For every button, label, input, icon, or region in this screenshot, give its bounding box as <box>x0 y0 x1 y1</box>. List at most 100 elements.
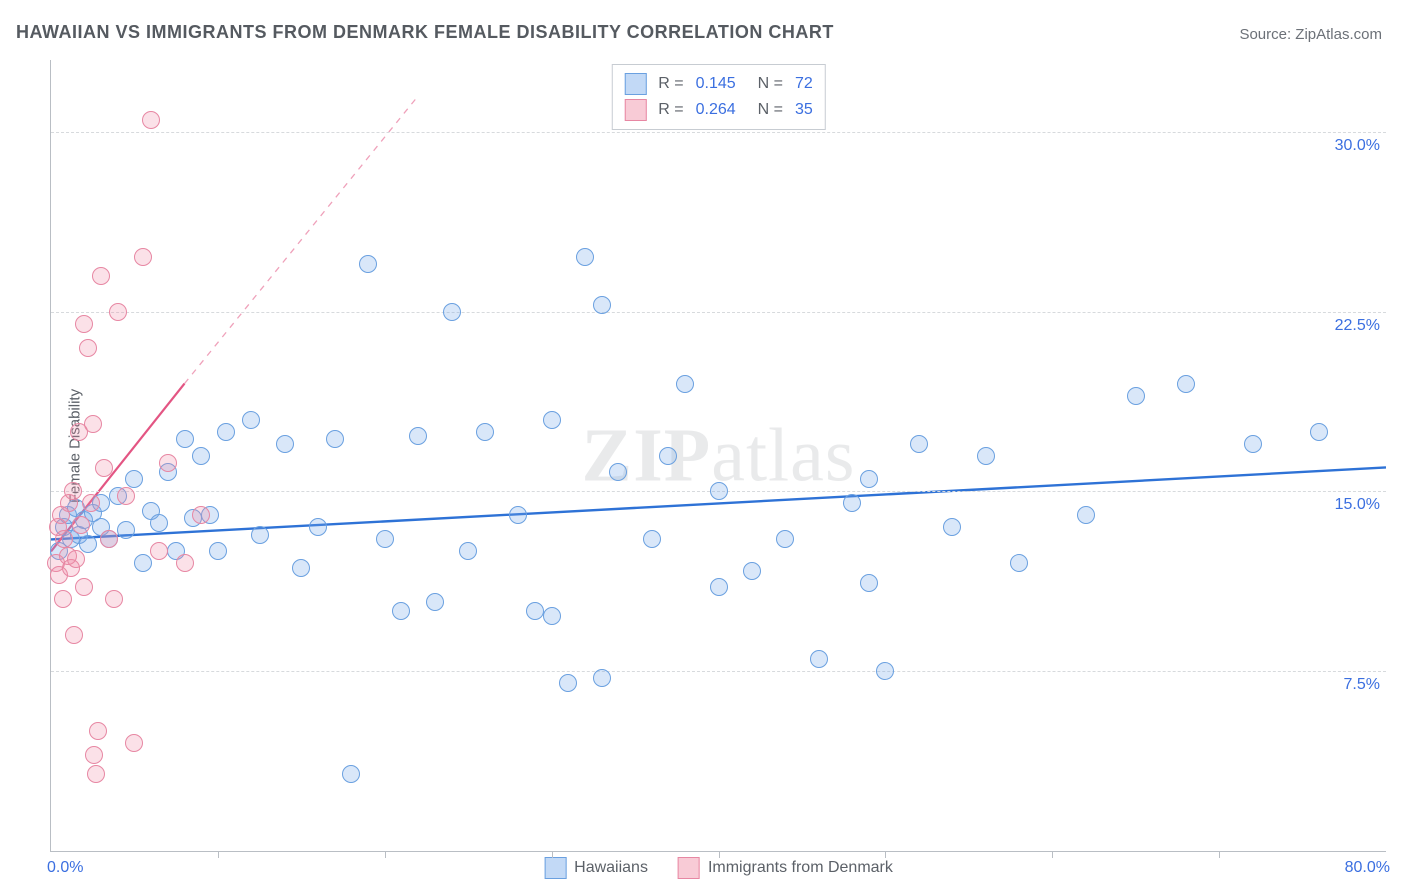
chart-title: HAWAIIAN VS IMMIGRANTS FROM DENMARK FEMA… <box>16 22 834 43</box>
data-point-hawaiians <box>476 423 494 441</box>
data-point-denmark <box>176 554 194 572</box>
data-point-hawaiians <box>509 506 527 524</box>
data-point-denmark <box>109 303 127 321</box>
legend-label: Immigrants from Denmark <box>708 859 893 877</box>
data-point-hawaiians <box>543 607 561 625</box>
legend-r-value: 0.264 <box>696 101 746 119</box>
legend-n-label: N = <box>758 101 783 119</box>
correlation-chart: HAWAIIAN VS IMMIGRANTS FROM DENMARK FEMA… <box>0 0 1406 892</box>
data-point-hawaiians <box>659 447 677 465</box>
data-point-hawaiians <box>576 248 594 266</box>
data-point-hawaiians <box>1244 435 1262 453</box>
data-point-denmark <box>55 530 73 548</box>
trend-lines-layer <box>51 60 1386 851</box>
legend-series: Hawaiians Immigrants from Denmark <box>544 857 893 879</box>
data-point-hawaiians <box>843 494 861 512</box>
data-point-denmark <box>75 315 93 333</box>
data-point-denmark <box>87 765 105 783</box>
legend-swatch-denmark <box>624 99 646 121</box>
x-axis-max-label: 80.0% <box>1345 859 1390 877</box>
data-point-hawaiians <box>342 765 360 783</box>
data-point-hawaiians <box>776 530 794 548</box>
data-point-hawaiians <box>743 562 761 580</box>
data-point-denmark <box>84 415 102 433</box>
data-point-denmark <box>85 746 103 764</box>
y-axis-tick-label: 15.0% <box>1335 496 1380 514</box>
data-point-hawaiians <box>876 662 894 680</box>
data-point-hawaiians <box>209 542 227 560</box>
data-point-denmark <box>105 590 123 608</box>
legend-r-value: 0.145 <box>696 75 746 93</box>
data-point-hawaiians <box>810 650 828 668</box>
legend-item-denmark: Immigrants from Denmark <box>678 857 893 879</box>
data-point-denmark <box>117 487 135 505</box>
data-point-hawaiians <box>150 514 168 532</box>
data-point-denmark <box>92 267 110 285</box>
data-point-hawaiians <box>176 430 194 448</box>
data-point-hawaiians <box>1177 375 1195 393</box>
data-point-hawaiians <box>593 669 611 687</box>
data-point-denmark <box>75 578 93 596</box>
data-point-hawaiians <box>326 430 344 448</box>
gridline <box>51 671 1386 672</box>
legend-r-label: R = <box>658 75 683 93</box>
data-point-hawaiians <box>125 470 143 488</box>
x-axis-tick <box>218 851 219 858</box>
legend-n-value: 35 <box>795 101 813 119</box>
data-point-denmark <box>150 542 168 560</box>
legend-n-label: N = <box>758 75 783 93</box>
data-point-hawaiians <box>251 526 269 544</box>
legend-stats-row: R = 0.264 N = 35 <box>624 97 812 123</box>
data-point-denmark <box>134 248 152 266</box>
data-point-hawaiians <box>134 554 152 572</box>
gridline <box>51 132 1386 133</box>
data-point-hawaiians <box>1310 423 1328 441</box>
data-point-hawaiians <box>392 602 410 620</box>
data-point-hawaiians <box>426 593 444 611</box>
legend-swatch-denmark <box>678 857 700 879</box>
data-point-hawaiians <box>1127 387 1145 405</box>
data-point-hawaiians <box>292 559 310 577</box>
x-axis-tick <box>385 851 386 858</box>
x-axis-tick <box>1052 851 1053 858</box>
data-point-hawaiians <box>710 482 728 500</box>
data-point-hawaiians <box>676 375 694 393</box>
x-axis-min-label: 0.0% <box>47 859 83 877</box>
data-point-denmark <box>79 339 97 357</box>
data-point-hawaiians <box>217 423 235 441</box>
data-point-hawaiians <box>359 255 377 273</box>
legend-swatch-hawaiians <box>544 857 566 879</box>
data-point-hawaiians <box>559 674 577 692</box>
data-point-denmark <box>67 550 85 568</box>
data-point-hawaiians <box>977 447 995 465</box>
data-point-denmark <box>125 734 143 752</box>
data-point-denmark <box>159 454 177 472</box>
legend-r-label: R = <box>658 101 683 119</box>
trend-line-ext-denmark <box>185 96 419 384</box>
x-axis-tick <box>1219 851 1220 858</box>
data-point-hawaiians <box>443 303 461 321</box>
data-point-hawaiians <box>242 411 260 429</box>
data-point-hawaiians <box>860 470 878 488</box>
data-point-hawaiians <box>459 542 477 560</box>
x-axis-tick <box>885 851 886 858</box>
data-point-hawaiians <box>409 427 427 445</box>
data-point-hawaiians <box>309 518 327 536</box>
data-point-denmark <box>65 626 83 644</box>
data-point-hawaiians <box>860 574 878 592</box>
data-point-hawaiians <box>192 447 210 465</box>
data-point-denmark <box>89 722 107 740</box>
data-point-hawaiians <box>543 411 561 429</box>
legend-item-hawaiians: Hawaiians <box>544 857 648 879</box>
data-point-hawaiians <box>910 435 928 453</box>
y-axis-tick-label: 22.5% <box>1335 317 1380 335</box>
plot-area: ZIPatlas R = 0.145 N = 72 R = 0.264 N = … <box>50 60 1386 852</box>
data-point-denmark <box>64 482 82 500</box>
y-axis-tick-label: 7.5% <box>1344 676 1380 694</box>
data-point-hawaiians <box>1077 506 1095 524</box>
data-point-hawaiians <box>376 530 394 548</box>
data-point-denmark <box>100 530 118 548</box>
data-point-hawaiians <box>1010 554 1028 572</box>
data-point-hawaiians <box>943 518 961 536</box>
data-point-denmark <box>95 459 113 477</box>
